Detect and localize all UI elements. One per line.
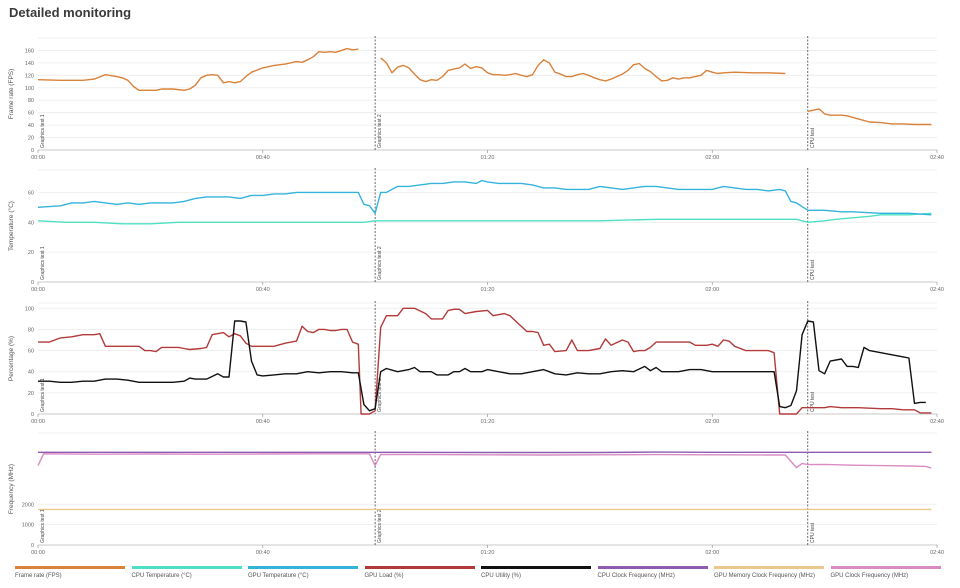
x-tick-label: 01:20 [481,419,495,425]
x-tick-label: 00:40 [256,155,270,161]
legend-item: Frame rate (FPS) [15,566,125,579]
phase-label: Graphics test 2 [377,378,383,412]
x-tick-label: 00:40 [256,550,270,556]
x-tick-label: 01:20 [481,550,495,556]
phase-label: CPU test [810,391,816,412]
y-axis-label: Frame rate (FPS) [8,69,15,120]
legend-swatch [714,566,824,569]
phase-label: Graphics test 1 [40,114,46,148]
y-tick-label: 60 [28,190,34,196]
legend-label: Frame rate (FPS) [15,573,62,579]
x-tick-label: 00:00 [31,155,45,161]
legend-label: GPU Temperature (°C) [248,573,309,579]
y-tick-label: 20 [28,136,34,142]
panel-3: 0 20 40 60 80 100 00:00 00:40 01:20 02:00 02:40 Per… [8,301,944,425]
y-tick-label: 80 [28,327,34,333]
y-tick-label: 60 [28,111,34,117]
series-line-gpu-load [38,307,932,415]
legend-label: CPU Utility (%) [481,573,521,579]
y-tick-label: 120 [25,73,34,79]
legend-swatch [830,566,941,569]
legend-item: GPU Clock Frequency (MHz) [830,566,941,579]
y-tick-label: 20 [28,391,34,397]
series-line-frame-rate-fps [37,47,359,91]
y-tick-label: 60 [28,349,34,355]
phase-label: CPU test [810,522,816,543]
legend-label: CPU Temperature (°C) [131,573,192,579]
phase-label: Graphics test 1 [40,509,46,543]
legend-item: CPU Utility (%) [481,566,591,579]
y-tick-label: 160 [25,48,34,54]
series-line-gpu-clock-frequency-mhz [37,453,932,469]
y-tick-label: 40 [28,370,34,376]
phase-label: CPU test [810,127,816,148]
y-tick-label: 1000 [22,523,34,529]
x-tick-label: 02:40 [930,155,944,161]
x-tick-label: 00:40 [256,287,270,293]
series-line-gpu-temperature-c [37,179,932,216]
x-tick-label: 02:00 [705,419,719,425]
chart-legend: Frame rate (FPS) CPU Temperature (°C) GPU … [15,566,945,586]
legend-swatch [15,566,125,569]
series-line-cpu-utility [38,320,926,412]
y-tick-label: 0 [31,412,34,418]
y-tick-label: 40 [28,123,34,129]
page-title: Detailed monitoring [9,5,132,20]
y-tick-label: 20 [28,250,34,256]
x-tick-label: 02:40 [930,550,944,556]
y-axis-label: Percentage (%) [8,336,15,381]
legend-label: GPU Clock Frequency (MHz) [830,573,909,579]
panel-2: 0 20 40 60 00:00 00:40 01:20 02:00 02:40 Temperat… [7,168,944,293]
phase-label: Graphics test 2 [377,509,383,543]
legend-item: GPU Load (%) [364,566,475,579]
legend-swatch [597,566,708,569]
legend-label: CPU Clock Frequency (MHz) [597,573,675,579]
y-tick-label: 100 [25,306,34,312]
legend-item: GPU Memory Clock Frequency (MHz) [714,566,824,579]
legend-item: CPU Temperature (°C) [131,566,242,579]
series-line-frame-rate-fps [807,108,932,126]
x-tick-label: 02:00 [705,155,719,161]
x-tick-label: 00:00 [31,550,45,556]
legend-item: GPU Temperature (°C) [248,566,358,579]
y-axis-label: Temperature (°C) [7,201,15,251]
legend-label: GPU Load (%) [364,573,404,579]
phase-label: CPU test [810,259,816,280]
phase-label: Graphics test 2 [377,114,383,148]
x-tick-label: 01:20 [481,155,495,161]
y-tick-label: 140 [25,61,34,67]
y-tick-label: 0 [31,543,34,549]
phase-label: Graphics test 1 [40,378,46,412]
x-tick-label: 02:40 [930,419,944,425]
legend-item: CPU Clock Frequency (MHz) [597,566,708,579]
legend-swatch [248,566,358,569]
y-tick-label: 100 [25,86,34,92]
y-tick-label: 0 [31,148,34,154]
x-tick-label: 02:00 [705,550,719,556]
x-tick-label: 00:00 [31,287,45,293]
series-line-frame-rate-fps [380,57,786,83]
legend-swatch [131,566,242,569]
y-tick-label: 80 [28,98,34,104]
legend-swatch [364,566,475,569]
series-line-cpu-temperature-c [37,212,932,225]
legend-label: GPU Memory Clock Frequency (MHz) [714,573,816,579]
x-tick-label: 01:20 [481,287,495,293]
x-tick-label: 02:40 [930,287,944,293]
panel-4: 0 1000 2000 00:00 00:40 01:20 02:00 02:40 Freque… [8,431,944,556]
y-tick-label: 2000 [22,502,34,508]
phase-label: Graphics test 1 [40,246,46,280]
phase-label: Graphics test 2 [377,246,383,280]
x-tick-label: 00:40 [256,419,270,425]
y-axis-label: Frequency (MHz) [8,464,15,514]
y-tick-label: 0 [31,280,34,286]
x-tick-label: 00:00 [31,419,45,425]
legend-swatch [481,566,591,569]
x-tick-label: 02:00 [705,287,719,293]
panel-1: 0 20 40 60 80 100 120 140 160 00:00 00:40 01:20 02:0… [8,36,944,161]
y-tick-label: 40 [28,220,34,226]
